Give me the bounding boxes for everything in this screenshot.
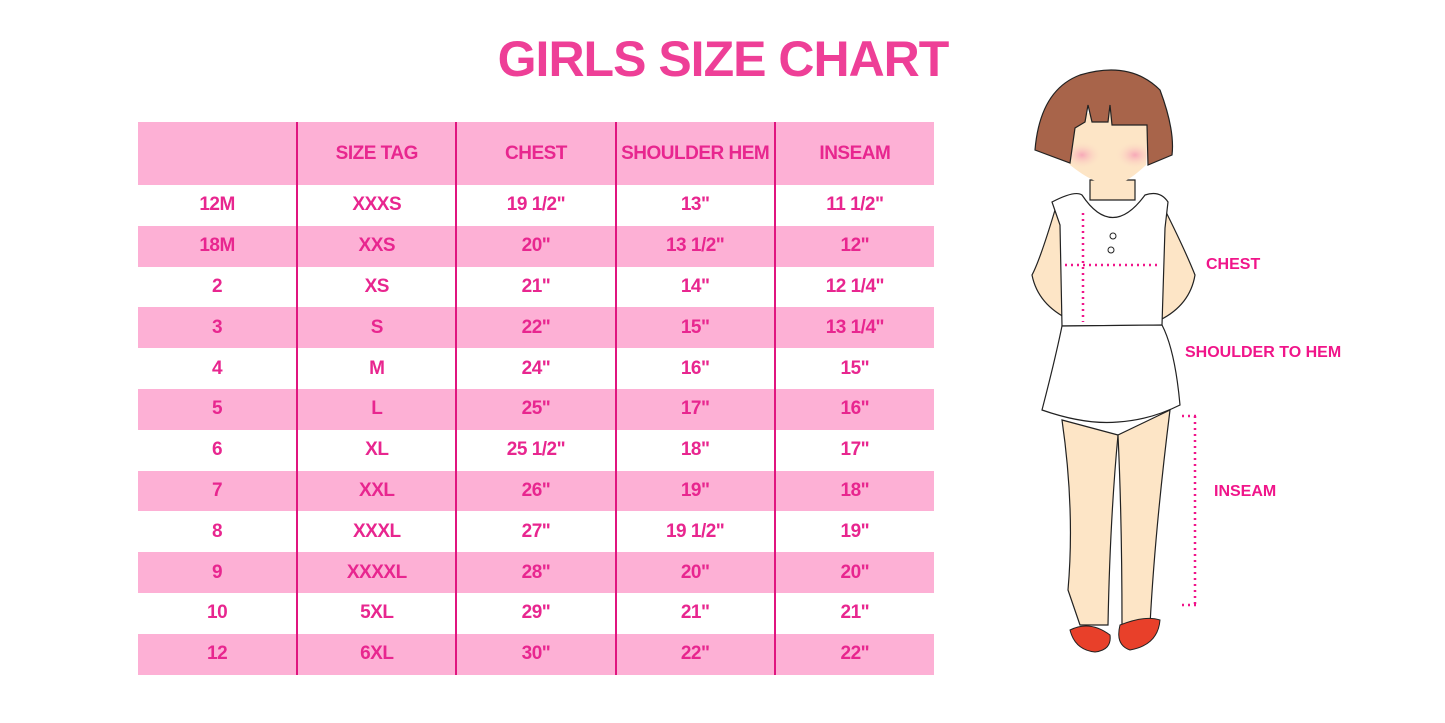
- table-row: 18M XXS 20" 13 1/2" 12": [138, 225, 934, 267]
- table-cell: 19": [773, 511, 934, 553]
- table-row: 12M XXXS 19 1/2" 13" 11 1/2": [138, 185, 934, 226]
- table-row: 6 XL 25 1/2" 18" 17": [138, 429, 934, 471]
- table-row: 8 XXXL 27" 19 1/2" 19": [138, 511, 934, 553]
- table-cell: M: [296, 348, 457, 389]
- table-cell: 25": [455, 388, 616, 430]
- size-cell: 6: [212, 439, 223, 461]
- table-cell: 29": [455, 592, 616, 634]
- table-cell: 21": [614, 592, 775, 634]
- table-cell: 13 1/4": [773, 307, 934, 349]
- table-cell: 19": [614, 470, 775, 512]
- table-cell: 17": [773, 429, 934, 471]
- table-cell: 21": [455, 266, 616, 308]
- table-cell: 17": [614, 388, 775, 430]
- table-cell: 6XL: [296, 633, 457, 675]
- table-cell: 12": [773, 225, 934, 267]
- table-cell: XXS: [296, 225, 457, 267]
- table-cell: 30": [455, 633, 616, 675]
- table-cell: S: [296, 307, 457, 349]
- table-row: 9 XXXXL 28" 20" 20": [138, 552, 934, 593]
- size-cell: 3: [138, 307, 298, 349]
- table-cell: 26": [455, 470, 616, 512]
- size-cell: 8: [212, 520, 223, 542]
- header-shoulder-hem: SHOULDER HEM: [614, 122, 775, 185]
- table-cell: 22": [773, 633, 934, 675]
- table-row: 7 XXL 26" 19" 18": [138, 470, 934, 512]
- size-cell: 5: [138, 388, 298, 430]
- table-cell: 18": [773, 470, 934, 512]
- table-cell: 27": [455, 511, 616, 553]
- size-chart-table: SIZE TAG CHEST SHOULDER HEM INSEAM 12M XX…: [138, 122, 934, 675]
- table-cell: 22": [614, 633, 775, 675]
- header-chest: CHEST: [455, 122, 616, 185]
- size-cell: 10: [207, 602, 228, 624]
- header-size-tag: SIZE TAG: [296, 122, 457, 185]
- size-cell: 12: [138, 633, 298, 675]
- table-cell: 14": [614, 266, 775, 308]
- table-cell: 5XL: [296, 592, 457, 634]
- table-cell: 18": [614, 429, 775, 471]
- table-cell: 20": [773, 552, 934, 593]
- girl-measurement-illustration: CHEST SHOULDER TO HEM INSEAM: [1000, 60, 1380, 660]
- table-cell: XXXL: [296, 511, 457, 553]
- table-cell: XXL: [296, 470, 457, 512]
- table-row: 10 5XL 29" 21" 21": [138, 592, 934, 634]
- table-cell: 15": [773, 348, 934, 389]
- table-cell: XS: [296, 266, 457, 308]
- size-cell: 12M: [199, 194, 235, 216]
- table-cell: 25 1/2": [455, 429, 616, 471]
- table-cell: 28": [455, 552, 616, 593]
- table-row: 3 S 22" 15" 13 1/4": [138, 307, 934, 349]
- chest-label: CHEST: [1206, 256, 1261, 273]
- table-cell: 12 1/4": [773, 266, 934, 308]
- table-cell: 19 1/2": [614, 511, 775, 553]
- table-cell: 20": [455, 225, 616, 267]
- table-cell: 11 1/2": [773, 185, 934, 226]
- table-cell: 13 1/2": [614, 225, 775, 267]
- table-cell: 15": [614, 307, 775, 349]
- table-row: 2 XS 21" 14" 12 1/4": [138, 266, 934, 308]
- table-cell: XXXS: [296, 185, 457, 226]
- size-cell: 7: [138, 470, 298, 512]
- inseam-label: INSEAM: [1214, 483, 1277, 500]
- table-cell: 20": [614, 552, 775, 593]
- size-cell: 9: [138, 552, 298, 593]
- shoulder-to-hem-label: SHOULDER TO HEM: [1185, 344, 1342, 361]
- header-inseam: INSEAM: [773, 122, 934, 185]
- size-cell: 2: [212, 275, 223, 297]
- table-cell: 22": [455, 307, 616, 349]
- table-cell: 19 1/2": [455, 185, 616, 226]
- table-row: 12 6XL 30" 22" 22": [138, 633, 934, 675]
- size-cell: 18M: [138, 225, 298, 267]
- size-cell: 4: [212, 357, 223, 379]
- table-cell: L: [296, 388, 457, 430]
- girl-figure-icon: [1031, 69, 1200, 653]
- table-cell: XXXXL: [296, 552, 457, 593]
- table-cell: 16": [614, 348, 775, 389]
- table-cell: 24": [455, 348, 616, 389]
- table-cell: 21": [773, 592, 934, 634]
- table-cell: XL: [296, 429, 457, 471]
- table-cell: 13": [614, 185, 775, 226]
- table-row: 4 M 24" 16" 15": [138, 348, 934, 389]
- header-cell: [138, 122, 298, 185]
- table-row: 5 L 25" 17" 16": [138, 388, 934, 430]
- table-cell: 16": [773, 388, 934, 430]
- table-header-row: SIZE TAG CHEST SHOULDER HEM INSEAM: [138, 122, 934, 185]
- page-title: GIRLS SIZE CHART: [497, 31, 950, 87]
